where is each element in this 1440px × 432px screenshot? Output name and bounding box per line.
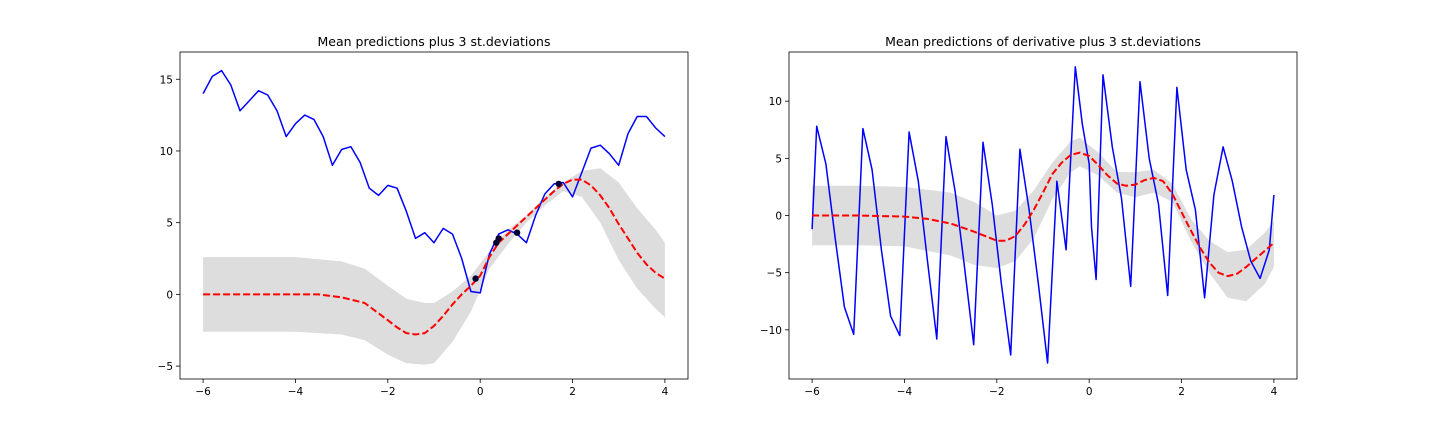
right-y-tick-label: 10 [769, 96, 782, 108]
left-x-tick-label: 0 [477, 386, 484, 398]
left-y-tick-label: 0 [166, 289, 173, 301]
left-chart-panel: Mean predictions plus 3 st.deviations −6… [158, 34, 689, 398]
left-true-function-line [202, 69, 666, 294]
right-x-tick-label: 2 [1178, 386, 1185, 398]
right-y-tick-label: 0 [775, 211, 782, 223]
left-observation-point [472, 275, 479, 282]
right-x-tick-label: −6 [804, 386, 820, 398]
left-plot-area [202, 69, 666, 365]
right-x-tick-label: −2 [989, 386, 1004, 398]
right-mean-prediction-line [812, 151, 1275, 278]
left-x-tick-label: −4 [288, 386, 304, 398]
left-y-tick-label: 10 [160, 146, 173, 158]
right-x-tick-label: 0 [1086, 386, 1093, 398]
left-x-tick-label: −6 [195, 386, 211, 398]
right-true-function-line [811, 66, 1275, 364]
left-x-tick-label: 2 [569, 386, 576, 398]
right-chart-panel: Mean predictions of derivative plus 3 st… [760, 34, 1298, 398]
right-plot-area [811, 66, 1275, 364]
left-chart-title: Mean predictions plus 3 st.deviations [318, 34, 551, 49]
left-axes-frame [179, 51, 689, 380]
left-x-tick-label: 4 [662, 386, 669, 398]
left-observation-point [495, 235, 502, 242]
right-y-tick-label: 5 [775, 153, 782, 165]
left-y-tick-label: −5 [158, 361, 173, 373]
right-confidence-band [812, 137, 1274, 302]
left-y-tick-label: 5 [166, 218, 173, 230]
left-observation-point [555, 180, 562, 188]
right-chart-title: Mean predictions of derivative plus 3 st… [885, 34, 1201, 49]
left-confidence-band [203, 168, 665, 365]
right-y-tick-label: −10 [760, 325, 782, 337]
left-y-tick-label: 15 [160, 74, 173, 86]
left-x-tick-label: −2 [380, 386, 395, 398]
right-x-tick-label: 4 [1271, 386, 1278, 398]
left-observation-point [513, 229, 521, 236]
right-x-tick-label: −4 [897, 386, 913, 398]
left-mean-prediction-line [203, 178, 666, 336]
right-y-tick-label: −5 [767, 268, 782, 280]
